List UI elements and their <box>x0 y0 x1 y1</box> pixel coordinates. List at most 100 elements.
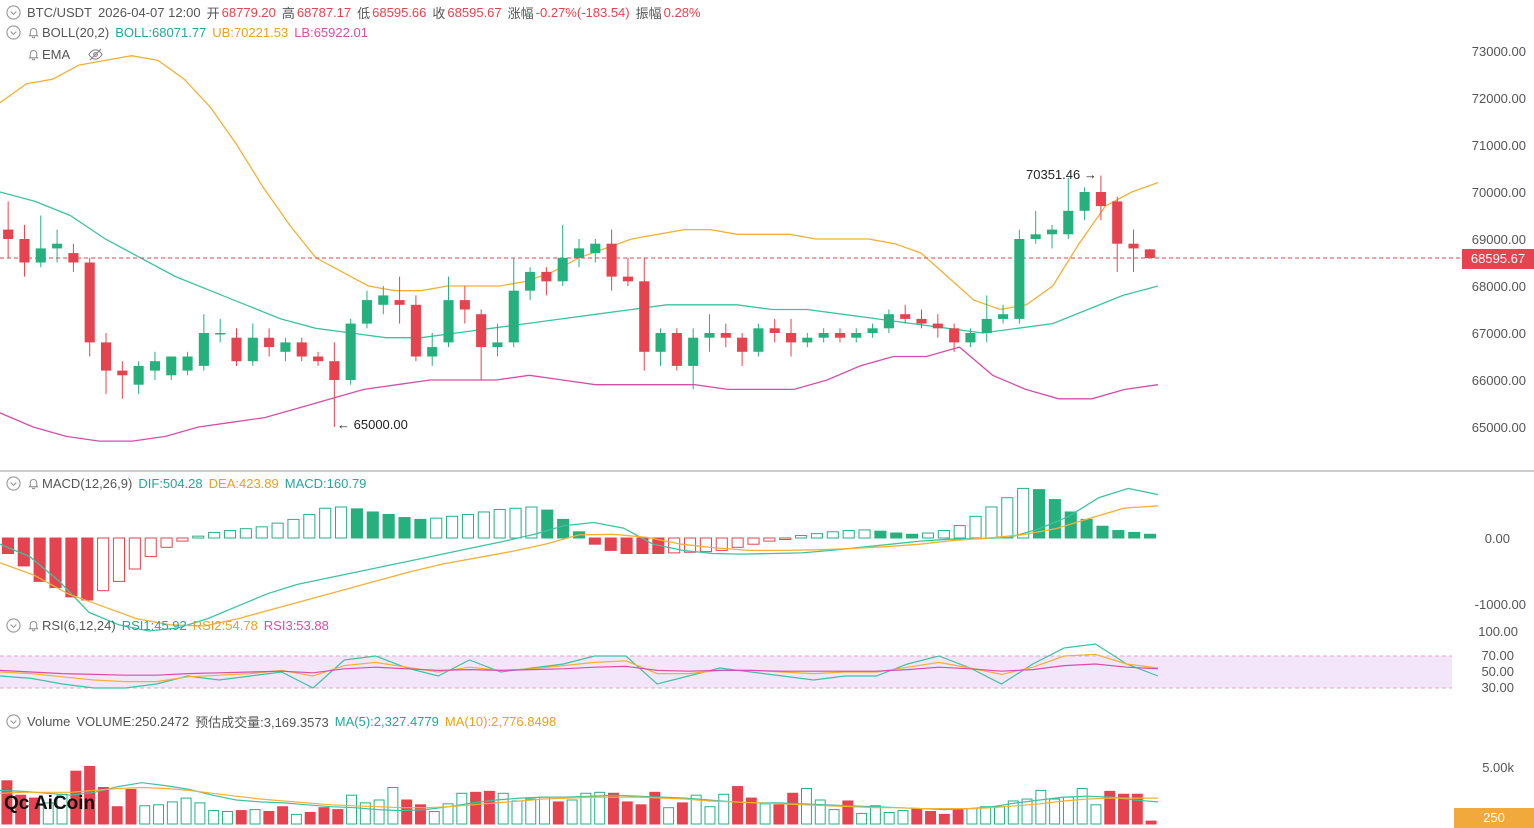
price-tick: 73000.00 <box>1471 44 1526 59</box>
candle-body <box>410 304 421 357</box>
volume-bar <box>1076 787 1088 825</box>
bell-icon[interactable] <box>27 25 40 40</box>
candle-body <box>981 318 992 333</box>
candle-body <box>900 314 911 319</box>
high-label: 高 <box>281 6 295 21</box>
candle-body <box>818 333 829 338</box>
volume-bar <box>277 806 289 825</box>
macd-tick: -1000.00 <box>1474 597 1526 612</box>
bell-icon[interactable] <box>27 476 40 491</box>
macd-bar <box>906 533 919 539</box>
arrow-right-icon: → <box>1083 167 1097 182</box>
macd-bar <box>303 513 316 539</box>
candle-body <box>704 333 715 338</box>
volume-bar <box>869 805 881 825</box>
price-tick: 68000.00 <box>1471 279 1526 294</box>
symbol-label: BTC/USDT <box>27 5 92 20</box>
candle-body <box>834 333 846 338</box>
volume-bar <box>690 794 702 825</box>
candle-body <box>1095 192 1106 207</box>
rsi-legend: RSI(6,12,24) RSI1:45.92 RSI2:54.78 RSI3:… <box>6 618 335 633</box>
macd-dif-value: DIF:504.28 <box>138 476 203 491</box>
amp-value: 0.28% <box>663 5 701 20</box>
price-tick: 67000.00 <box>1471 326 1526 341</box>
candle-body <box>1144 249 1155 259</box>
macd-bar <box>795 535 808 539</box>
candle-body <box>769 328 780 333</box>
macd-bar <box>858 529 871 539</box>
candle-body <box>1046 229 1058 235</box>
volume-bar <box>139 805 151 825</box>
chevron-down-icon[interactable] <box>6 5 21 20</box>
rsi-label: RSI(6,12,24) <box>42 618 116 633</box>
volume-bar <box>1090 804 1102 825</box>
macd-bar <box>525 506 538 539</box>
candle-body <box>3 229 14 239</box>
candle-body <box>883 314 894 329</box>
logo-text: AiCoin <box>33 793 96 814</box>
vol-ma10-value: MA(10):2,776.8498 <box>444 714 557 729</box>
volume-bar <box>15 794 27 825</box>
volume-bar <box>70 770 82 825</box>
macd-bar <box>1096 525 1109 539</box>
volume-bar <box>180 797 192 825</box>
volume-legend: Volume VOLUME:250.2472 预估成交量:3,169.3573 … <box>6 712 562 731</box>
volume-bar <box>97 787 109 825</box>
candle-body <box>1079 192 1090 211</box>
chevron-down-icon[interactable] <box>6 714 21 729</box>
candle-body <box>231 337 242 362</box>
macd-bar <box>779 537 792 540</box>
boll-mid-value: BOLL:68071.77 <box>115 25 207 40</box>
current-volume-badge: 250 <box>1454 808 1534 828</box>
chevron-down-icon[interactable] <box>6 476 21 491</box>
candle-body <box>264 337 275 348</box>
volume-bar <box>511 800 523 825</box>
low-value: 68595.66 <box>372 5 427 20</box>
macd-bar <box>747 537 760 545</box>
macd-bar <box>192 535 205 539</box>
volume-bar <box>318 807 330 825</box>
candle-body <box>100 342 112 371</box>
volume-bar <box>1007 800 1019 825</box>
bell-icon[interactable] <box>27 47 40 62</box>
candle-body <box>1014 239 1025 319</box>
candle-body <box>1030 234 1041 239</box>
change-value: -0.27%(-183.54) <box>535 5 630 20</box>
volume-bar <box>994 806 1005 825</box>
macd-bar <box>65 537 78 598</box>
volume-bar <box>194 802 206 825</box>
macd-bar <box>1064 511 1077 539</box>
chevron-down-icon[interactable] <box>6 618 21 633</box>
volume-bar <box>29 797 40 825</box>
candle-body <box>671 333 682 366</box>
macd-bar <box>810 533 823 539</box>
macd-bar <box>1048 499 1061 539</box>
volume-bar <box>1 780 13 825</box>
estimated-volume: 预估成交量:3,169.3573 <box>195 715 329 730</box>
bell-icon[interactable] <box>27 618 40 633</box>
candle-body <box>247 337 258 362</box>
candle-body <box>655 333 666 352</box>
boll-legend: BOLL(20,2) BOLL:68071.77 UB:70221.53 LB:… <box>6 25 374 40</box>
macd-bar <box>176 537 189 542</box>
volume-bar <box>428 811 440 825</box>
volume-bar <box>387 787 399 825</box>
volume-bar <box>938 813 950 825</box>
macd-bar <box>287 518 300 539</box>
eye-off-icon[interactable] <box>88 47 103 62</box>
amp-label: 振幅 <box>635 6 662 21</box>
candle-body <box>345 323 356 380</box>
macd-bar <box>97 537 110 592</box>
candle-body <box>329 361 340 380</box>
volume-bar <box>566 799 578 825</box>
macd-bar <box>953 525 966 539</box>
macd-bar <box>128 537 141 570</box>
volume-bar <box>497 792 509 825</box>
macd-bar <box>668 537 681 554</box>
candle-body <box>949 328 960 343</box>
boll-label: BOLL(20,2) <box>42 25 110 40</box>
macd-bar <box>1112 530 1125 539</box>
candle-body <box>133 365 144 385</box>
chevron-down-icon[interactable] <box>6 25 21 40</box>
